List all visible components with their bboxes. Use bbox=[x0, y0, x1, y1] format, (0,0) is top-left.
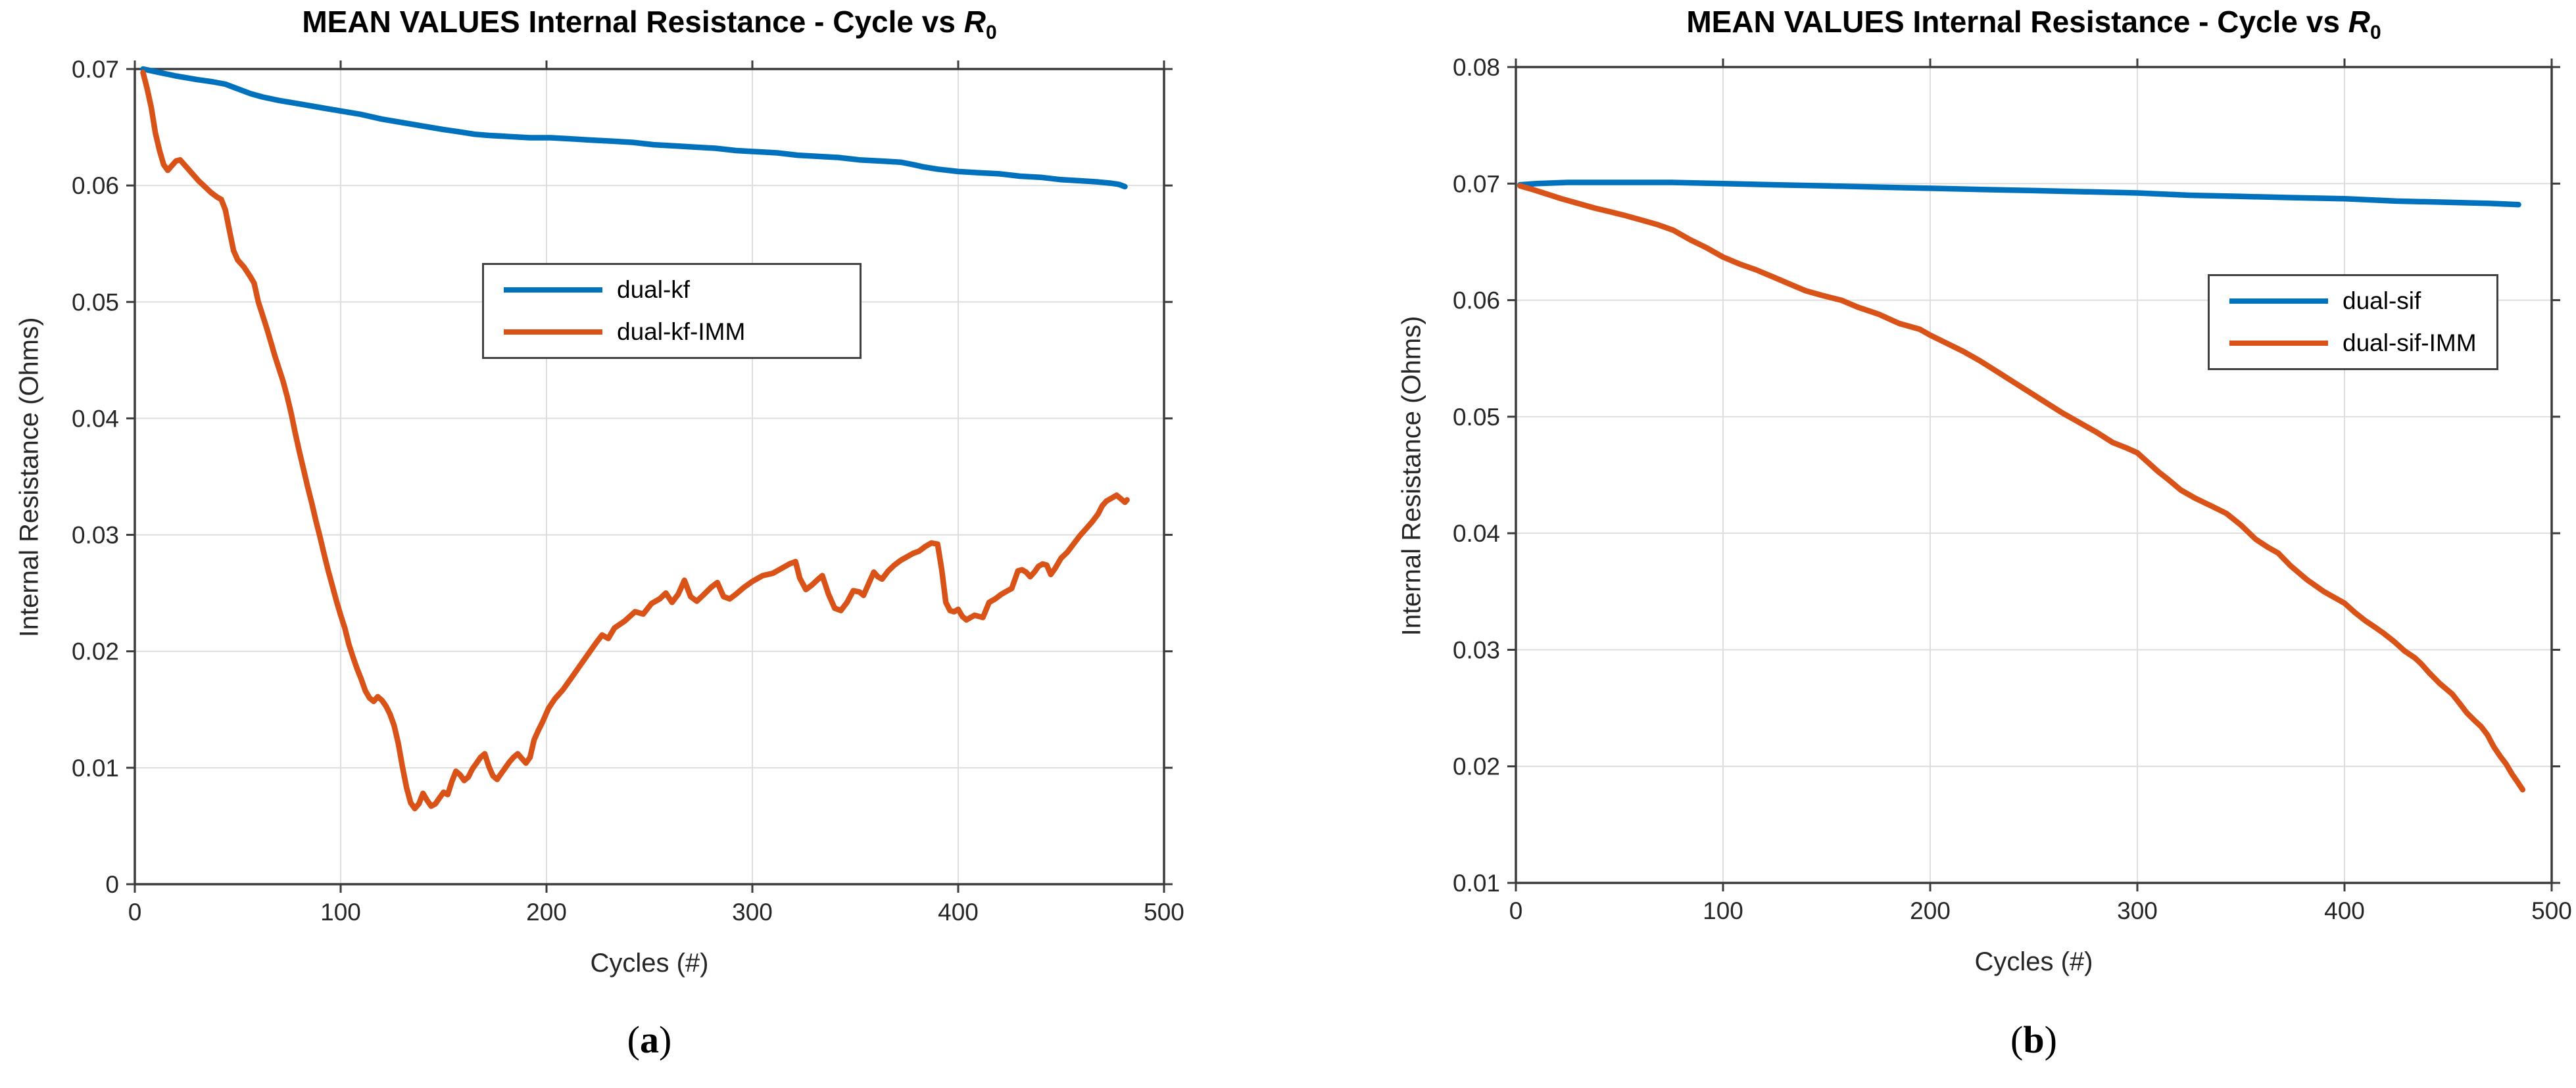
panel-a-sublabel: (a) bbox=[135, 1018, 1164, 1062]
x-tick-label: 400 bbox=[2324, 897, 2365, 924]
legend-label-dual-kf-imm: dual-kf-IMM bbox=[617, 318, 746, 345]
x-tick-label: 500 bbox=[1144, 899, 1184, 926]
chart-a-title-subscript: 0 bbox=[985, 22, 997, 43]
chart-a-title-text: MEAN VALUES Internal Resistance - Cycle … bbox=[302, 5, 956, 39]
legend-row: dual-kf bbox=[484, 276, 860, 304]
legend-label-dual-sif-imm: dual-sif-IMM bbox=[2343, 329, 2477, 356]
chart-b-title-subscript: 0 bbox=[2369, 22, 2381, 43]
y-tick-label: 0.07 bbox=[1453, 170, 1500, 197]
chart-b-legend: dual-sif dual-sif-IMM bbox=[2208, 274, 2498, 370]
series-line-dual-kf bbox=[140, 66, 1128, 190]
x-tick-label: 0 bbox=[1509, 897, 1523, 924]
legend-line-sample-dual-kf-imm bbox=[504, 329, 602, 335]
y-tick-label: 0.02 bbox=[1453, 753, 1500, 780]
chart-b-title: MEAN VALUES Internal Resistance - Cycle … bbox=[1516, 4, 2552, 44]
chart-a-y-axis-label: Internal Resistance (Ohms) bbox=[14, 317, 44, 638]
x-tick-label: 500 bbox=[2531, 897, 2572, 924]
sublabel-paren: ) bbox=[659, 1018, 672, 1061]
sublabel-paren: ( bbox=[2010, 1018, 2024, 1061]
chart-b-x-axis-label: Cycles (#) bbox=[1974, 947, 2093, 976]
legend-row: dual-sif-IMM bbox=[2210, 329, 2496, 357]
chart-a-x-axis-label: Cycles (#) bbox=[590, 949, 709, 978]
y-tick-label: 0.03 bbox=[72, 522, 119, 549]
y-tick-label: 0.04 bbox=[72, 405, 119, 432]
y-tick-label: 0.07 bbox=[72, 56, 119, 83]
plot-border bbox=[1515, 66, 2553, 884]
y-tick-label: 0.01 bbox=[1453, 870, 1500, 897]
y-tick-label: 0.06 bbox=[1453, 287, 1500, 314]
y-tick-label: 0.02 bbox=[72, 638, 119, 665]
y-tick-label: 0.05 bbox=[1453, 404, 1500, 431]
x-tick-label: 100 bbox=[1703, 897, 1743, 924]
chart-b-y-axis-label: Internal Resistance (Ohms) bbox=[1397, 316, 1426, 636]
sublabel-paren: ( bbox=[627, 1018, 640, 1061]
x-tick-label: 300 bbox=[732, 899, 773, 926]
sublabel-letter: b bbox=[2023, 1018, 2045, 1061]
legend-line-sample-dual-sif bbox=[2229, 298, 2328, 304]
x-tick-label: 200 bbox=[1910, 897, 1951, 924]
chart-b-title-variable: R bbox=[2348, 5, 2370, 39]
series-line-dual-sif bbox=[1517, 179, 2521, 208]
y-tick-label: 0.04 bbox=[1453, 520, 1500, 547]
legend-row: dual-sif bbox=[2210, 287, 2496, 315]
legend-line-sample-dual-kf bbox=[504, 287, 602, 293]
chart-b-title-text: MEAN VALUES Internal Resistance - Cycle … bbox=[1686, 5, 2340, 39]
y-tick-label: 0.01 bbox=[72, 755, 119, 782]
chart-a-title: MEAN VALUES Internal Resistance - Cycle … bbox=[135, 4, 1164, 44]
y-tick-label: 0.05 bbox=[72, 289, 119, 316]
y-tick-label: 0 bbox=[105, 871, 119, 898]
series-line-dual-kf-IMM bbox=[140, 70, 1130, 812]
y-tick-label: 0.08 bbox=[1453, 54, 1500, 81]
legend-row: dual-kf-IMM bbox=[484, 318, 860, 346]
chart-a-legend: dual-kf dual-kf-IMM bbox=[482, 263, 862, 359]
sublabel-letter: a bbox=[640, 1018, 659, 1061]
sublabel-paren: ) bbox=[2044, 1018, 2057, 1061]
y-tick-label: 0.06 bbox=[72, 172, 119, 199]
legend-label-dual-sif: dual-sif bbox=[2343, 287, 2421, 314]
x-tick-label: 200 bbox=[526, 899, 567, 926]
series-line-dual-sif-IMM bbox=[1517, 183, 2526, 793]
x-tick-label: 400 bbox=[938, 899, 979, 926]
chart-a-title-variable: R bbox=[963, 5, 986, 39]
panel-b-sublabel: (b) bbox=[1516, 1018, 2552, 1062]
legend-line-sample-dual-sif-imm bbox=[2229, 341, 2328, 346]
x-tick-label: 100 bbox=[320, 899, 361, 926]
y-tick-label: 0.03 bbox=[1453, 636, 1500, 663]
x-tick-label: 300 bbox=[2117, 897, 2158, 924]
plot-border bbox=[134, 68, 1165, 886]
legend-label-dual-kf: dual-kf bbox=[617, 276, 691, 303]
x-tick-label: 0 bbox=[128, 899, 142, 926]
